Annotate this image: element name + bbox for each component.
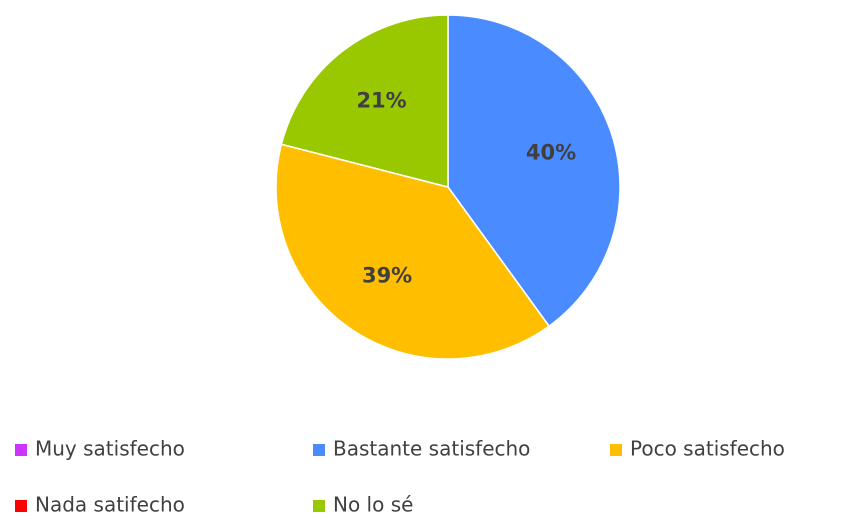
- legend-swatch: [610, 444, 622, 456]
- legend-label: Bastante satisfecho: [333, 437, 530, 461]
- legend-swatch: [313, 444, 325, 456]
- legend-swatch: [313, 500, 325, 512]
- legend-label: Muy satisfecho: [35, 437, 185, 461]
- data-label: 40%: [526, 141, 576, 165]
- legend-label: Nada satifecho: [35, 493, 185, 517]
- legend-label: No lo sé: [333, 493, 413, 517]
- legend-label: Poco satisfecho: [630, 437, 785, 461]
- pie-slice: [280, 14, 449, 188]
- data-label: 39%: [362, 264, 412, 288]
- pie-slice: [447, 14, 621, 328]
- legend-swatch: [15, 444, 27, 456]
- data-label: 21%: [356, 88, 406, 112]
- pie-slice: [275, 143, 551, 360]
- legend-swatch: [15, 500, 27, 512]
